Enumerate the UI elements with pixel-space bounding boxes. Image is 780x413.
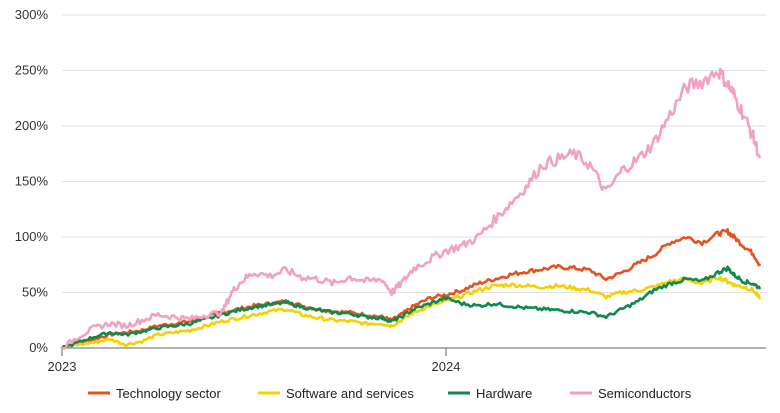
y-tick-label: 0% xyxy=(29,340,48,355)
legend-label: Software and services xyxy=(286,386,414,401)
x-tick-label: 2023 xyxy=(48,359,77,374)
y-tick-label: 100% xyxy=(15,229,49,244)
legend: Technology sector Software and services Ha… xyxy=(88,386,692,401)
series-line-technology-sector xyxy=(60,228,761,350)
y-axis-labels: 0% 50% 100% 150% 200% 250% 300% xyxy=(15,7,49,355)
legend-label: Semiconductors xyxy=(598,386,692,401)
y-tick-label: 250% xyxy=(15,63,49,78)
legend-label: Hardware xyxy=(476,386,532,401)
x-tick-label: 2024 xyxy=(432,359,461,374)
grid-lines xyxy=(62,14,766,349)
series-line-hardware xyxy=(60,265,761,350)
y-tick-label: 200% xyxy=(15,118,49,133)
series-line-software-and-services xyxy=(60,275,761,350)
y-tick-label: 300% xyxy=(15,7,49,22)
legend-label: Technology sector xyxy=(116,386,221,401)
x-axis: 2023 2024 xyxy=(48,348,461,374)
y-tick-label: 150% xyxy=(15,174,49,189)
y-tick-label: 50% xyxy=(22,285,48,300)
series-lines xyxy=(60,67,761,350)
series-line-semiconductors xyxy=(60,67,761,350)
